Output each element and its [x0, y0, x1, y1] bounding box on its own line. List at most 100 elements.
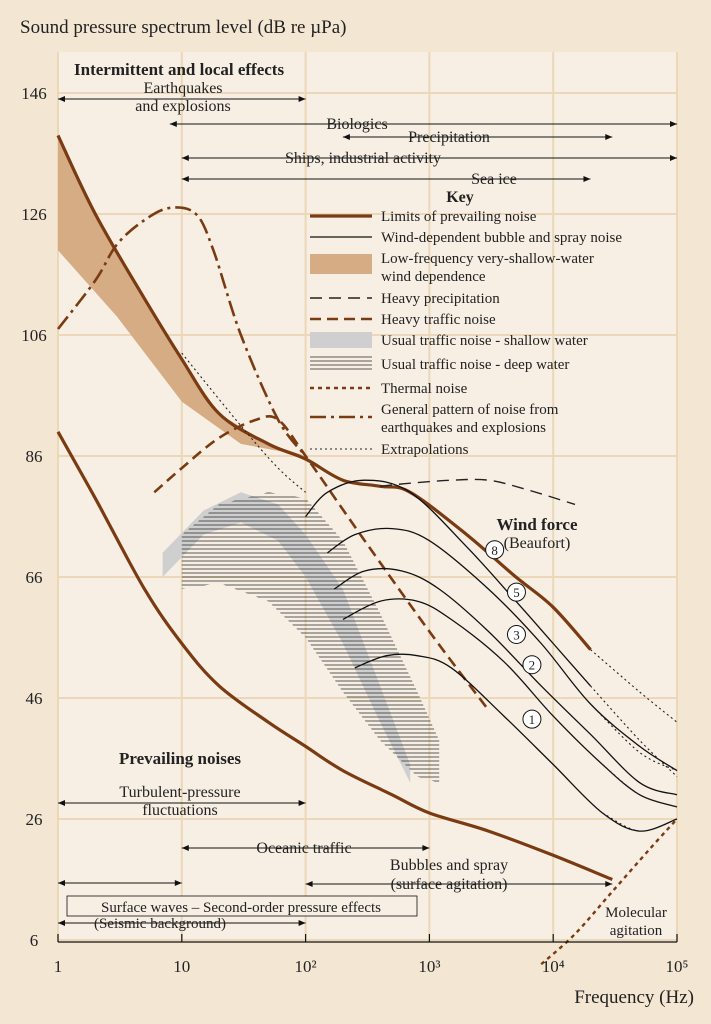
key-label: Usual traffic noise - shallow water: [381, 333, 588, 349]
key-label: Heavy precipitation: [381, 291, 500, 307]
series-wind: [333, 568, 678, 796]
series-earthquake: [56, 206, 307, 457]
key-swatch: [310, 332, 372, 348]
key-label: Limits of prevailing noise: [381, 209, 537, 225]
series: 8 5 3 2 1: [56, 134, 678, 966]
key-label: Thermal noise: [381, 381, 468, 397]
key-label: Extrapolations: [381, 442, 469, 458]
range-label: Earthquakes: [143, 80, 222, 97]
series-extrap: [590, 703, 678, 772]
range-arrow-head: [58, 800, 65, 806]
range-arrow-head: [174, 880, 182, 886]
series-wind: [327, 527, 678, 772]
headings: Intermittent and local effects Prevailing…: [74, 60, 578, 768]
chart-title: Sound pressure spectrum level (dB re µPa…: [20, 17, 346, 38]
range-label: (surface agitation): [391, 876, 508, 893]
range-arrow-head: [181, 845, 189, 851]
range-label: fluctuations: [142, 802, 218, 819]
y-tick-label: 26: [26, 810, 43, 829]
range-arrow-head: [305, 881, 313, 887]
y-tick-label: 86: [26, 447, 43, 466]
range-arrow-head: [169, 121, 177, 127]
series-wind: [342, 598, 678, 808]
key-swatch: [310, 356, 372, 372]
series-extrap: [590, 685, 678, 777]
y-tick-label: 66: [26, 568, 43, 587]
beaufort-marker: [522, 655, 542, 675]
y-tick-label: 146: [21, 84, 47, 103]
key-label: General pattern of noise from: [381, 402, 559, 418]
range-arrow-head: [181, 176, 189, 182]
range-arrow-head: [181, 155, 189, 161]
range-arrow-head: [342, 134, 350, 140]
beaufort-label: 1: [529, 712, 536, 727]
series-extrap: [181, 352, 306, 493]
x-tick-label: 1: [54, 957, 63, 976]
range-arrow-head: [422, 845, 430, 851]
series-heavy_precip: [380, 478, 576, 506]
beaufort-label: 2: [529, 658, 536, 673]
range-arrow-head: [583, 176, 591, 182]
plot-area: [58, 52, 677, 942]
range-label: (Seismic background): [94, 916, 226, 932]
x-tick-label: 10³: [418, 957, 440, 976]
key-label: Heavy traffic noise: [381, 312, 496, 328]
band-shallowband: [58, 135, 306, 456]
range-label: Molecular: [605, 905, 667, 921]
range-label: Ships, industrial activity: [285, 150, 441, 167]
series-wind: [305, 479, 591, 687]
x-axis-label: Frequency (Hz): [574, 987, 694, 1008]
range-label: Biologics: [326, 116, 387, 133]
heading-beaufort: (Beaufort): [504, 535, 571, 552]
beaufort-marker: [522, 709, 542, 729]
x-tick-label: 10⁵: [666, 957, 689, 976]
range-label: Precipitation: [408, 129, 490, 146]
x-tick-label: 10⁴: [542, 957, 565, 976]
heading-wind-force: Wind force: [496, 515, 578, 534]
range-arrow-head: [58, 96, 65, 102]
beaufort-label: 5: [513, 585, 520, 600]
x-tick-label: 10: [173, 957, 190, 976]
bands: [58, 135, 440, 783]
range-label: Sea ice: [471, 171, 517, 188]
range-arrow-head: [298, 800, 306, 806]
range-arrow-head: [58, 920, 65, 926]
key-label: Low-frequency very-shallow-water: [381, 251, 594, 267]
key-label: wind dependence: [381, 269, 486, 285]
key-label: earthquakes and explosions: [381, 420, 546, 436]
range-label: Bubbles and spray: [390, 857, 508, 874]
key-title: Key: [446, 189, 474, 206]
key-swatch: [310, 254, 372, 274]
beaufort-marker: [506, 624, 526, 644]
range-label: Turbulent-pressure: [119, 784, 240, 801]
series-wind: [354, 653, 678, 832]
band-traffic_deep: [181, 492, 440, 783]
range-label: and explosions: [135, 98, 231, 115]
beaufort-label: 3: [513, 627, 520, 642]
range-arrow-head: [298, 96, 306, 102]
y-tick-label: 106: [21, 326, 47, 345]
axes: 1 10 10² 10³ 10⁴ 10⁵ 146 126 106 86 66 46 26 6: [21, 84, 688, 976]
range-label: Oceanic traffic: [256, 840, 351, 857]
series-limits: [56, 431, 613, 881]
series-extrap: [602, 812, 678, 832]
x-tick-label: 10²: [295, 957, 317, 976]
legend: Key Limits of prevailing noise Wind-depend…: [310, 189, 622, 458]
range-arrow-head: [670, 121, 677, 127]
range-box: [66, 895, 418, 917]
range-arrow-head: [605, 134, 613, 140]
series-heavy_traffic: [153, 414, 490, 711]
y-tick-label: 46: [26, 689, 43, 708]
heading-intermittent: Intermittent and local effects: [74, 60, 284, 79]
beaufort-marker: [506, 582, 526, 602]
range-arrow-head: [670, 155, 677, 161]
beaufort-label: 8: [491, 543, 498, 558]
y-tick-label: 126: [21, 205, 47, 224]
series-extrap: [602, 764, 678, 808]
y-tick-label: 6: [30, 931, 39, 950]
range-label: Surface waves – Second-order pressure ef…: [101, 900, 381, 916]
series-extrap: [590, 649, 678, 723]
range-arrow-head: [605, 881, 613, 887]
